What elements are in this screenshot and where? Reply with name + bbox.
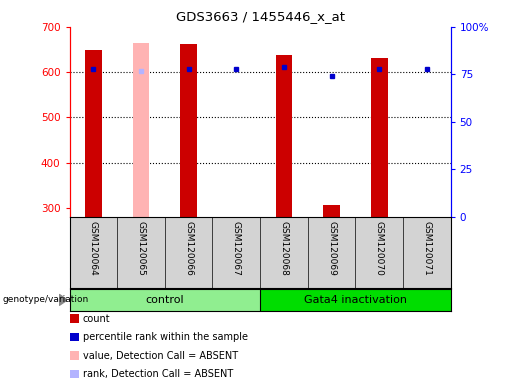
Bar xyxy=(323,205,340,217)
Bar xyxy=(133,43,149,217)
Text: count: count xyxy=(83,314,111,324)
Text: GSM120064: GSM120064 xyxy=(89,220,98,275)
Text: Gata4 inactivation: Gata4 inactivation xyxy=(304,295,407,305)
Text: percentile rank within the sample: percentile rank within the sample xyxy=(83,332,248,342)
Bar xyxy=(276,55,292,217)
Text: rank, Detection Call = ABSENT: rank, Detection Call = ABSENT xyxy=(83,369,233,379)
Bar xyxy=(70,289,260,311)
Text: GSM120071: GSM120071 xyxy=(422,220,431,275)
Text: GSM120068: GSM120068 xyxy=(280,220,288,275)
Text: genotype/variation: genotype/variation xyxy=(3,295,89,305)
Text: value, Detection Call = ABSENT: value, Detection Call = ABSENT xyxy=(83,351,238,361)
Bar xyxy=(371,58,387,217)
Text: GSM120065: GSM120065 xyxy=(136,220,145,275)
Polygon shape xyxy=(59,295,67,305)
Bar xyxy=(180,44,197,217)
Title: GDS3663 / 1455446_x_at: GDS3663 / 1455446_x_at xyxy=(176,10,345,23)
Text: GSM120070: GSM120070 xyxy=(375,220,384,275)
Text: GSM120069: GSM120069 xyxy=(327,220,336,275)
Bar xyxy=(260,289,451,311)
Text: GSM120066: GSM120066 xyxy=(184,220,193,275)
Text: control: control xyxy=(146,295,184,305)
Text: GSM120067: GSM120067 xyxy=(232,220,241,275)
Bar xyxy=(85,50,101,217)
